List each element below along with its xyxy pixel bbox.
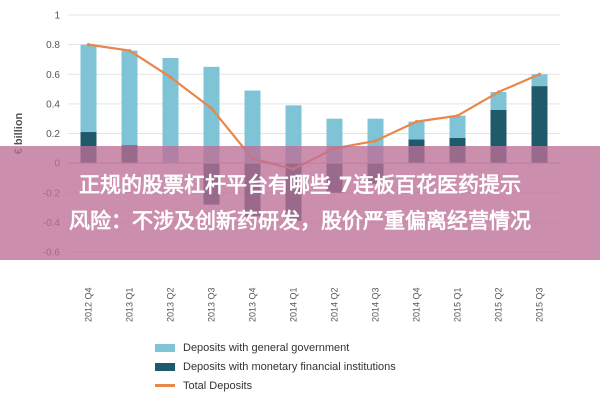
- headline-overlay-banner: 正规的股票杠杆平台有哪些 7连板百花医药提示 风险：不涉及创新药研发，股价严重偏…: [0, 146, 600, 260]
- legend-swatch-general-government: [155, 343, 175, 352]
- point-total-deposits-2: [168, 75, 173, 79]
- bar-mfi-11: [531, 86, 548, 164]
- bar-government-1: [121, 50, 138, 146]
- y-tick-label: 0.2: [46, 129, 60, 140]
- bar-government-0: [80, 44, 97, 133]
- legend-item-total-deposits: Total Deposits: [155, 376, 396, 395]
- bar-government-10: [490, 92, 507, 110]
- y-tick-label: 0.6: [46, 70, 60, 81]
- point-total-deposits-0: [86, 43, 91, 47]
- x-tick-label: 2015 Q2: [494, 287, 504, 322]
- point-total-deposits-10: [496, 90, 501, 94]
- legend-label-general-government: Deposits with general government: [183, 341, 350, 354]
- y-tick-label: 0.8: [46, 40, 60, 51]
- headline-line-2: 风险：不涉及创新药研发，股价严重偏离经营情况: [69, 209, 531, 233]
- bar-government-9: [449, 115, 466, 138]
- headline-line-1: 正规的股票杠杆平台有哪些 7连板百花医药提示: [79, 173, 521, 197]
- legend-label-monetary-institutions: Deposits with monetary financial institu…: [183, 360, 396, 373]
- point-total-deposits-1: [127, 48, 132, 53]
- x-tick-label: 2012 Q4: [84, 287, 94, 322]
- x-tick-label: 2013 Q3: [207, 287, 217, 322]
- legend-label-total-deposits: Total Deposits: [183, 379, 253, 392]
- legend-item-general-government: Deposits with general government: [155, 338, 396, 357]
- bar-government-3: [203, 66, 220, 164]
- x-tick-label: 2015 Q3: [535, 287, 545, 322]
- bar-government-4: [244, 90, 261, 164]
- point-total-deposits-3: [209, 106, 214, 110]
- y-tick-label: 0.4: [46, 99, 60, 110]
- x-tick-label: 2014 Q4: [412, 287, 422, 322]
- x-tick-label: 2013 Q1: [125, 287, 135, 322]
- x-tick-label: 2014 Q2: [330, 287, 340, 322]
- legend-swatch-monetary-institutions: [155, 362, 175, 371]
- point-total-deposits-11: [537, 72, 542, 76]
- bar-government-11: [531, 74, 548, 87]
- y-axis-label: € billion: [13, 112, 25, 154]
- point-total-deposits-9: [455, 114, 460, 118]
- bar-government-2: [162, 57, 179, 164]
- chart-legend: Deposits with general government Deposit…: [155, 338, 396, 395]
- x-tick-label: 2014 Q1: [289, 287, 299, 322]
- x-tick-label: 2014 Q3: [371, 287, 381, 322]
- point-total-deposits-7: [373, 139, 378, 143]
- x-tick-label: 2015 Q1: [453, 287, 463, 322]
- point-total-deposits-8: [414, 120, 419, 124]
- x-tick-label: 2013 Q2: [166, 287, 176, 322]
- y-tick-label: 1: [54, 11, 60, 22]
- bar-government-8: [408, 121, 425, 140]
- legend-swatch-total-deposits: [155, 384, 175, 387]
- x-tick-label: 2013 Q4: [248, 287, 258, 322]
- legend-item-monetary-institutions: Deposits with monetary financial institu…: [155, 357, 396, 376]
